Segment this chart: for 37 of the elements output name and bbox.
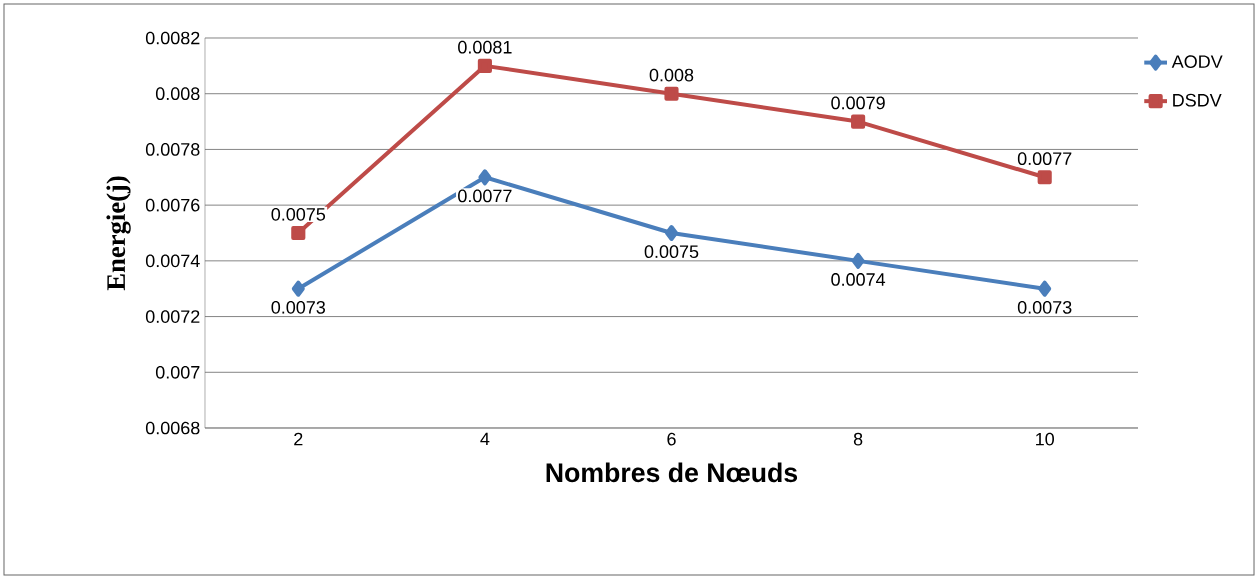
point xyxy=(664,86,679,101)
point xyxy=(1037,170,1052,185)
y-tick-label: 0.0078 xyxy=(145,143,200,156)
point xyxy=(1038,280,1052,297)
x-axis-title: Nombres de Nœuds xyxy=(546,462,798,483)
y-tick-label: 0.0068 xyxy=(145,421,200,435)
data-label: 0.0077 xyxy=(1017,152,1072,166)
point xyxy=(291,225,306,241)
data-label: 0.0081 xyxy=(458,40,512,54)
point xyxy=(665,225,678,241)
point xyxy=(478,169,492,186)
data-label: 0.0079 xyxy=(831,96,885,110)
data-label: 0.0077 xyxy=(458,189,512,203)
data-label: 0.0073 xyxy=(271,300,326,314)
legend-label: AODV xyxy=(1171,55,1223,69)
data-label: 0.0075 xyxy=(644,245,699,258)
x-tick-label: 4 xyxy=(480,432,490,446)
data-label: 0.008 xyxy=(649,68,694,82)
point xyxy=(851,252,865,269)
x-tick-label: 6 xyxy=(667,432,676,446)
data-label: 0.0074 xyxy=(831,273,886,286)
x-tick-label: 10 xyxy=(1036,432,1054,446)
legend-label: DSDV xyxy=(1173,93,1222,107)
y-tick-label: 0.0074 xyxy=(145,254,200,268)
x-tick-label: 2 xyxy=(294,432,303,446)
y-tick-label: 0.008 xyxy=(155,87,200,101)
x-tick-label: 8 xyxy=(853,432,863,446)
y-tick-label: 0.007 xyxy=(155,365,200,379)
data-label: 0.0075 xyxy=(271,207,326,221)
y-axis-title: Energie(j) xyxy=(106,176,131,291)
y-tick-label: 0.0076 xyxy=(145,198,200,212)
point xyxy=(291,280,305,297)
y-tick-label: 0.0082 xyxy=(145,31,200,45)
y-tick-label: 0.0072 xyxy=(145,310,200,323)
point xyxy=(851,114,866,129)
point xyxy=(477,58,492,73)
data-label: 0.0073 xyxy=(1017,300,1072,314)
